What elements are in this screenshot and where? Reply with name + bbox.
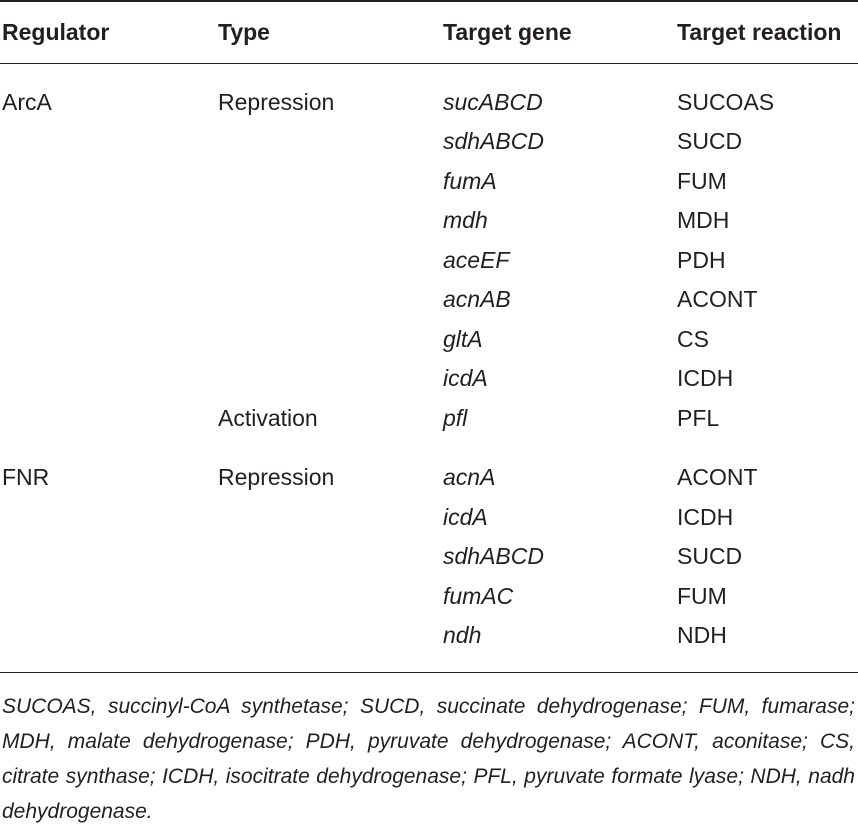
row-7-gene: icdA: [443, 365, 488, 391]
row-5-gene: acnAB: [443, 286, 511, 312]
header-target-reaction: Target reaction: [677, 19, 842, 45]
row-2-gene: fumA: [443, 168, 497, 194]
row-8-gene: pfl: [443, 405, 468, 431]
row-5-reaction: ACONT: [677, 286, 758, 312]
row-11-gene: sdhABCD: [443, 543, 544, 569]
row-10-reaction: ICDH: [677, 504, 734, 530]
row-4-reaction: PDH: [677, 247, 726, 273]
row-9-gene: acnA: [443, 464, 496, 490]
row-13-reaction: NDH: [677, 622, 727, 648]
row-1-reaction: SUCD: [677, 128, 743, 154]
table-bottom-rule: [0, 672, 858, 673]
row-10-gene: icdA: [443, 504, 488, 530]
row-9-reaction: ACONT: [677, 464, 758, 490]
header-regulator: Regulator: [2, 19, 110, 45]
header-target-gene: Target gene: [443, 19, 572, 45]
row-9-regulator: FNR: [2, 464, 50, 490]
row-0-gene: sucABCD: [443, 89, 543, 115]
row-3-gene: mdh: [443, 207, 488, 233]
row-6-gene: gltA: [443, 326, 483, 352]
row-12-gene: fumAC: [443, 583, 514, 609]
row-8-type: Activation: [218, 405, 318, 431]
row-2-reaction: FUM: [677, 168, 727, 194]
row-11-reaction: SUCD: [677, 543, 743, 569]
header-type: Type: [218, 19, 270, 45]
row-8-reaction: PFL: [677, 405, 720, 431]
table-top-rule: [0, 0, 858, 2]
row-12-reaction: FUM: [677, 583, 727, 609]
row-0-regulator: ArcA: [2, 89, 52, 115]
row-13-gene: ndh: [443, 622, 482, 648]
row-0-reaction: SUCOAS: [677, 89, 775, 115]
row-4-gene: aceEF: [443, 247, 510, 273]
row-6-reaction: CS: [677, 326, 709, 352]
table-footnote: SUCOAS, succinyl-CoA synthetase; SUCD, s…: [2, 695, 855, 823]
row-3-reaction: MDH: [677, 207, 730, 233]
row-0-type: Repression: [218, 89, 335, 115]
header-rule: [0, 63, 858, 64]
row-9-type: Repression: [218, 464, 335, 490]
row-7-reaction: ICDH: [677, 365, 734, 391]
row-1-gene: sdhABCD: [443, 128, 544, 154]
